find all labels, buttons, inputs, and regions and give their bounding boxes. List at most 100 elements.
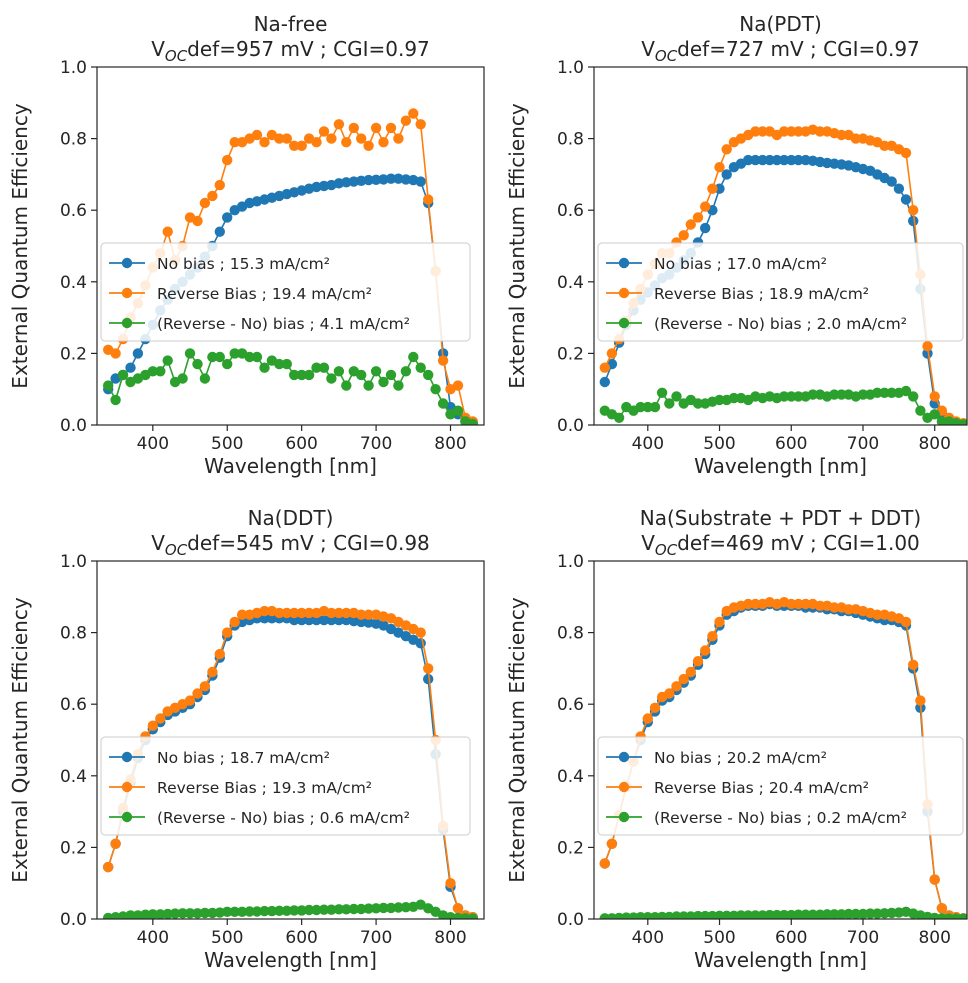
x-tick-label: 600 <box>775 928 807 948</box>
y-tick-label: 0.4 <box>60 273 87 293</box>
data-point <box>326 133 337 144</box>
data-point <box>296 614 307 626</box>
data-point <box>408 108 419 119</box>
y-tick-label: 0.2 <box>60 344 87 364</box>
data-point <box>606 838 618 849</box>
data-point <box>750 154 761 166</box>
data-point <box>452 903 464 914</box>
data-point <box>259 605 270 617</box>
data-point <box>829 389 840 400</box>
data-point <box>685 219 696 230</box>
data-point <box>656 387 668 398</box>
data-point <box>606 348 618 359</box>
series-3 <box>103 899 478 919</box>
legend-marker <box>121 811 133 823</box>
panel-4: Na(Substrate + PDT + DDT)VOCdef=469 mV ;… <box>505 506 968 972</box>
data-point <box>778 126 790 137</box>
data-point <box>281 133 292 144</box>
panel-subtitle: VOCdef=469 mV ; CGI=1.00 <box>641 531 920 559</box>
data-point <box>850 133 861 144</box>
data-point <box>929 409 940 420</box>
data-point <box>296 905 307 916</box>
data-point <box>199 197 211 209</box>
data-point <box>467 418 478 425</box>
subtitle-pre: V <box>151 37 165 61</box>
data-point <box>879 387 890 398</box>
legend: No bias ; 18.7 mA/cm² Reverse Bias ; 19.3… <box>100 736 471 836</box>
legend-box <box>597 242 964 342</box>
data-point <box>430 384 441 395</box>
x-tick-label: 800 <box>918 434 950 454</box>
data-point <box>908 205 919 216</box>
data-point <box>259 905 270 917</box>
legend-item-2: Reverse Bias ; 18.9 mA/cm² <box>606 285 869 303</box>
data-point <box>348 122 359 134</box>
data-point <box>793 598 804 610</box>
data-point <box>714 616 725 628</box>
y-tick-label: 0.6 <box>60 201 87 221</box>
legend-label: (Reverse - No) bias ; 0.6 mA/cm² <box>157 809 410 827</box>
data-point <box>793 126 804 137</box>
data-point <box>341 607 352 619</box>
data-point <box>415 119 426 130</box>
x-axis-label: Wavelength [nm] <box>204 454 377 478</box>
data-point <box>177 908 188 919</box>
legend-marker <box>121 751 133 763</box>
x-tick-label: 400 <box>137 434 169 454</box>
data-point <box>678 230 689 241</box>
x-tick-label: 600 <box>775 434 807 454</box>
data-point <box>229 137 240 148</box>
subtitle-post: def=957 mV ; CGI=0.97 <box>187 37 430 61</box>
legend-box <box>100 242 471 342</box>
data-point <box>341 177 352 188</box>
data-point <box>274 607 285 619</box>
data-point <box>222 154 233 166</box>
data-point <box>222 906 233 917</box>
y-tick-label: 0.0 <box>60 910 87 930</box>
y-tick-label: 0.6 <box>60 695 87 715</box>
data-point <box>958 913 967 919</box>
data-point <box>199 681 211 692</box>
data-point <box>743 154 754 166</box>
data-point <box>664 398 675 409</box>
data-point <box>671 681 682 692</box>
data-point <box>599 362 610 373</box>
y-tick-label: 1.0 <box>557 58 584 78</box>
panel-title: Na(Substrate + PDT + DDT) <box>640 506 921 530</box>
y-tick-label: 0.2 <box>60 838 87 858</box>
legend-item-3: (Reverse - No) bias ; 4.1 mA/cm² <box>109 315 410 333</box>
subtitle-sub: OC <box>165 541 188 559</box>
data-point <box>692 212 704 223</box>
x-tick-label: 500 <box>211 434 243 454</box>
y-tick-label: 0.4 <box>557 767 584 787</box>
panel-subtitle: VOCdef=545 mV ; CGI=0.98 <box>151 531 430 559</box>
data-point <box>147 909 158 919</box>
panel-title: Na-free <box>254 12 328 36</box>
y-tick-label: 1.0 <box>60 58 87 78</box>
data-point <box>199 907 211 919</box>
data-point <box>843 604 854 615</box>
data-point <box>303 614 315 626</box>
data-point <box>900 147 912 159</box>
data-point <box>829 602 840 613</box>
data-point <box>214 226 225 237</box>
data-point <box>714 162 725 173</box>
data-point <box>922 348 933 359</box>
data-point <box>155 713 166 724</box>
x-tick-label: 400 <box>632 928 664 948</box>
x-tick-label: 700 <box>360 928 392 948</box>
data-point <box>289 607 300 619</box>
data-point <box>333 614 345 626</box>
legend-marker <box>618 751 630 763</box>
y-tick-label: 0.4 <box>557 273 584 293</box>
data-point <box>886 387 897 398</box>
data-point <box>318 614 330 626</box>
legend-marker <box>618 781 630 793</box>
data-point <box>879 140 890 151</box>
y-tick-label: 0.0 <box>60 416 87 436</box>
data-point <box>900 194 912 205</box>
data-point <box>843 908 854 919</box>
x-tick-label: 500 <box>703 434 735 454</box>
data-point <box>289 369 300 381</box>
